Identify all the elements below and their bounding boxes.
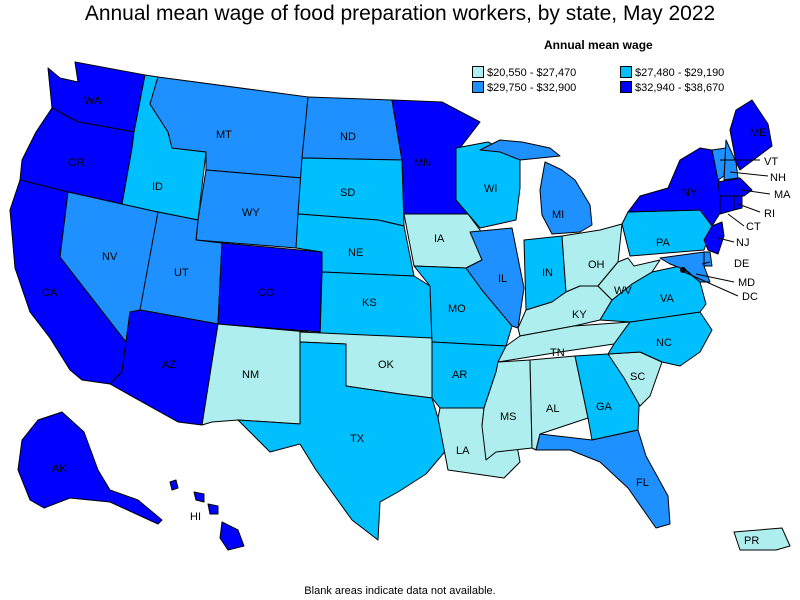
label-mn: MN: [414, 157, 431, 169]
state-ma[interactable]: [717, 177, 753, 197]
label-nc: NC: [656, 337, 672, 349]
legend-item-tier-2: $27,480 - $29,190: [620, 66, 724, 79]
legend-item-tier-4: $32,940 - $38,670: [620, 81, 724, 94]
label-tn: TN: [550, 347, 565, 359]
state-nd[interactable]: [301, 96, 403, 161]
label-ak: AK: [52, 463, 67, 475]
state-ri[interactable]: [733, 195, 743, 211]
legend-label-tier-1: $20,550 - $27,470: [487, 67, 577, 79]
label-me: ME: [750, 127, 767, 139]
label-sd: SD: [340, 187, 355, 199]
dc-marker[interactable]: [680, 267, 686, 273]
state-me[interactable]: [729, 99, 773, 171]
label-mo: MO: [448, 303, 466, 315]
label-ca: CA: [42, 287, 58, 299]
label-ut: UT: [174, 267, 189, 279]
state-de[interactable]: [703, 251, 713, 267]
label-in: IN: [542, 267, 553, 279]
label-de: DE: [734, 258, 749, 270]
label-va: VA: [660, 293, 675, 305]
label-wa: WA: [84, 95, 102, 107]
state-ak[interactable]: [17, 411, 163, 525]
state-fl[interactable]: [535, 429, 671, 529]
label-wv: WV: [614, 285, 632, 297]
state-hi-islands-2[interactable]: [193, 491, 205, 503]
label-la: LA: [456, 445, 470, 457]
label-vt: VT: [764, 156, 778, 168]
label-co: CO: [258, 287, 275, 299]
legend-label-tier-2: $27,480 - $29,190: [635, 67, 725, 79]
legend-item-tier-1: $20,550 - $27,470: [472, 66, 576, 79]
label-hi: HI: [190, 511, 201, 523]
label-az: AZ: [162, 359, 176, 371]
label-fl: FL: [636, 477, 649, 489]
state-pa[interactable]: [621, 209, 713, 257]
label-oh: OH: [588, 259, 605, 271]
state-tx[interactable]: [237, 341, 449, 541]
label-ms: MS: [500, 411, 517, 423]
state-mi[interactable]: [539, 161, 593, 235]
label-ok: OK: [378, 359, 395, 371]
legend-swatch-tier-3: [472, 81, 484, 93]
legend-swatch-tier-2: [620, 66, 632, 78]
state-nj[interactable]: [703, 221, 725, 255]
callout-leaders: [683, 159, 771, 297]
label-ks: KS: [362, 297, 377, 309]
legend-item-tier-3: $29,750 - $32,900: [472, 81, 576, 94]
state-wv[interactable]: [597, 257, 661, 301]
label-ny: NY: [682, 187, 698, 199]
label-ia: IA: [434, 233, 445, 245]
state-ct[interactable]: [719, 195, 735, 215]
state-mi-upper[interactable]: [479, 139, 561, 161]
label-md: MD: [738, 277, 755, 289]
state-il[interactable]: [465, 227, 525, 329]
label-ne: NE: [348, 247, 363, 259]
label-wy: WY: [242, 207, 260, 219]
label-ar: AR: [452, 369, 467, 381]
map-title: Annual mean wage of food preparation wor…: [84, 2, 716, 25]
label-nv: NV: [102, 251, 118, 263]
legend-label-tier-3: $29,750 - $32,900: [487, 82, 577, 94]
legend-swatch-tier-4: [620, 81, 632, 93]
legend-title: Annual mean wage: [544, 38, 653, 52]
label-ky: KY: [572, 309, 587, 321]
label-sc: SC: [630, 371, 645, 383]
label-nm: NM: [242, 369, 259, 381]
state-wy[interactable]: [195, 169, 303, 249]
label-mi: MI: [552, 209, 564, 221]
footnote: Blank areas indicate data not available.: [304, 585, 496, 597]
label-pr: PR: [744, 535, 759, 547]
label-il: IL: [498, 273, 507, 285]
label-ma: MA: [774, 189, 791, 201]
label-id: ID: [152, 181, 163, 193]
state-pr[interactable]: [733, 527, 791, 551]
state-hi-islands[interactable]: [169, 479, 179, 491]
label-pa: PA: [656, 237, 671, 249]
state-hi-islands-3[interactable]: [207, 503, 219, 515]
label-nj: NJ: [736, 237, 749, 249]
legend-swatch-tier-1: [472, 66, 484, 78]
state-hi[interactable]: [219, 521, 245, 551]
label-mt: MT: [216, 129, 232, 141]
label-ri: RI: [764, 208, 775, 220]
label-al: AL: [546, 403, 559, 415]
label-ct: CT: [746, 221, 761, 233]
label-nh: NH: [770, 172, 786, 184]
label-nd: ND: [340, 131, 356, 143]
label-dc: DC: [742, 291, 758, 303]
label-tx: TX: [350, 433, 365, 445]
label-wi: WI: [484, 183, 497, 195]
label-or: OR: [68, 157, 85, 169]
label-ga: GA: [596, 401, 613, 413]
legend-label-tier-4: $32,940 - $38,670: [635, 82, 725, 94]
